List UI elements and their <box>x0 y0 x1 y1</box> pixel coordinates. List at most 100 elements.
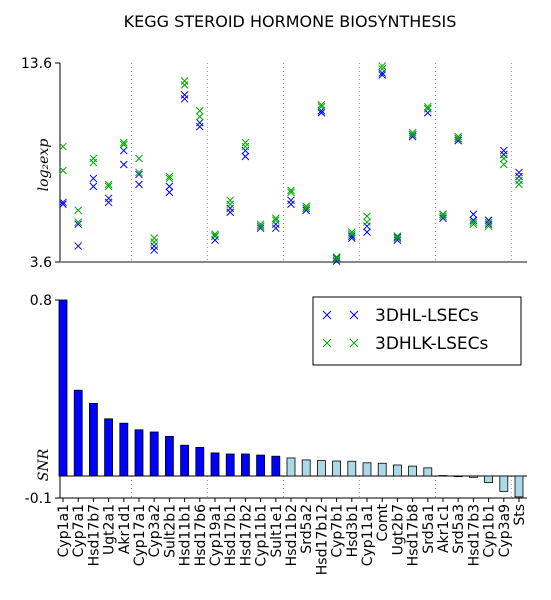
marker <box>226 200 235 209</box>
bar <box>514 475 524 498</box>
marker <box>515 172 523 181</box>
bar <box>73 389 83 477</box>
marker <box>241 152 250 161</box>
marker <box>195 118 204 127</box>
bar <box>392 464 402 477</box>
marker <box>484 220 493 229</box>
x-tick-label: Cyp19a1 <box>208 504 224 566</box>
marker <box>423 102 432 111</box>
x-tick-label: Cyp17a1 <box>132 504 148 566</box>
y-tick-label: 3.6 <box>30 255 52 271</box>
bar <box>89 402 98 477</box>
bar <box>423 467 433 477</box>
x-tick-label: Ugt2a1 <box>102 504 118 555</box>
marker <box>256 220 265 229</box>
marker <box>332 253 341 261</box>
marker <box>135 168 143 177</box>
y-tick-label: 0.8 <box>30 293 52 309</box>
marker <box>287 188 295 197</box>
marker <box>363 222 371 231</box>
marker <box>317 100 326 109</box>
marker <box>271 216 280 225</box>
x-tick-label: Hsd17b1 <box>223 504 239 566</box>
legend-label: 3DHL-LSECs <box>375 306 479 326</box>
y-tick-label: 13.6 <box>21 56 52 72</box>
x-tick-label: Srd5a2 <box>299 504 315 554</box>
chart-title: KEGG STEROID HORMONE BIOSYNTHESIS <box>124 12 457 31</box>
bar <box>438 475 448 477</box>
bar <box>332 460 342 477</box>
x-tick-label: Ugt2b7 <box>390 504 406 555</box>
marker <box>150 246 159 254</box>
x-tick-label: Hsd17b7 <box>86 504 102 566</box>
x-tick-label: Akr1d1 <box>117 504 133 554</box>
marker <box>363 228 371 237</box>
marker <box>150 238 159 246</box>
marker <box>241 138 250 147</box>
marker <box>74 220 83 229</box>
marker <box>89 174 98 183</box>
marker <box>302 202 311 211</box>
marker <box>59 166 67 175</box>
marker <box>287 186 295 195</box>
x-tick-label: Cyp7a1 <box>71 504 87 557</box>
legend-marker <box>349 310 359 320</box>
marker <box>454 132 463 141</box>
bar <box>271 455 281 477</box>
x-tick-label: Cyp11a1 <box>360 504 376 566</box>
marker <box>499 146 508 155</box>
marker <box>378 65 387 73</box>
marker <box>150 234 159 242</box>
marker <box>211 232 219 240</box>
marker <box>347 228 356 237</box>
x-tick-label: Hsd11b2 <box>284 504 300 566</box>
marker <box>499 150 508 159</box>
marker <box>180 90 189 99</box>
marker <box>469 210 478 219</box>
marker <box>104 180 113 189</box>
x-tick-label: Cyp3a2 <box>147 504 163 557</box>
bar <box>256 454 266 477</box>
marker <box>271 214 280 223</box>
bar <box>180 444 190 477</box>
legend-marker <box>349 338 359 348</box>
marker <box>469 220 478 229</box>
marker <box>135 180 143 189</box>
bar <box>347 460 357 477</box>
marker <box>119 146 128 155</box>
marker <box>104 194 113 203</box>
x-tick-label: Hsd17b8 <box>406 504 422 566</box>
marker <box>104 198 113 207</box>
marker <box>454 134 463 143</box>
marker <box>89 182 98 191</box>
bar <box>58 299 68 477</box>
x-tick-label: Cyp3a9 <box>497 504 513 557</box>
x-tick-label: Comt <box>375 503 391 541</box>
marker <box>195 122 204 131</box>
marker <box>195 112 204 121</box>
marker <box>135 154 143 163</box>
bar <box>316 460 326 477</box>
marker <box>256 222 265 231</box>
legend-marker <box>322 310 332 320</box>
marker <box>363 212 371 221</box>
marker <box>423 104 432 113</box>
bar <box>119 422 129 477</box>
marker <box>226 196 235 205</box>
marker <box>165 188 174 197</box>
bar <box>301 459 311 477</box>
x-tick-label: Cyp11b1 <box>254 504 270 567</box>
x-tick-label: Hsd11b1 <box>178 504 194 566</box>
bar <box>377 462 387 477</box>
bar <box>484 475 494 483</box>
marker <box>135 170 143 179</box>
marker <box>89 154 98 163</box>
marker <box>180 77 189 85</box>
bar <box>453 475 463 478</box>
marker <box>317 108 326 117</box>
marker <box>119 140 128 149</box>
x-tick-label: Cyp1b1 <box>482 504 498 558</box>
marker <box>287 200 295 209</box>
bar <box>286 457 296 477</box>
